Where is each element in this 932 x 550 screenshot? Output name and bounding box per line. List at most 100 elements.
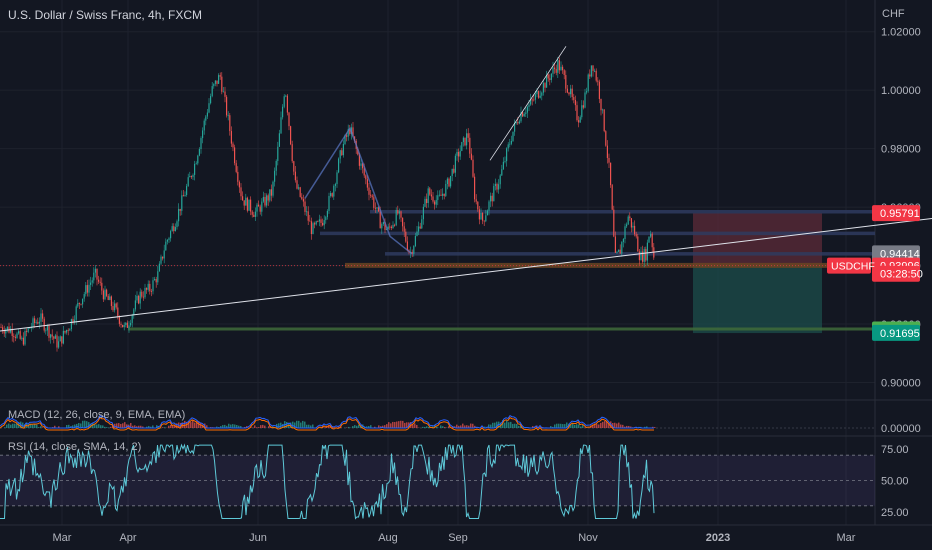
candle-body [563, 70, 565, 76]
macd-bar [352, 426, 354, 428]
macd-bar [130, 422, 132, 428]
candle-body [630, 218, 632, 228]
candle-body [598, 81, 600, 99]
support-resistance-zone [320, 231, 875, 236]
candle-body [346, 135, 348, 137]
candle-body [32, 318, 34, 327]
candle-body [339, 150, 341, 159]
candle-body [88, 284, 90, 293]
candle-body [306, 211, 308, 213]
candle-body [78, 302, 80, 304]
candle-body [157, 271, 159, 283]
candle-body [344, 135, 346, 144]
candle-body [368, 187, 370, 195]
macd-bar [424, 426, 426, 428]
macd-bar [246, 426, 248, 428]
candle-body [246, 197, 248, 211]
candle-body [374, 207, 376, 209]
candle-body [62, 330, 64, 344]
candle-body [576, 105, 578, 121]
candle-body [357, 148, 359, 155]
macd-bar [302, 420, 304, 428]
macd-bar [506, 420, 508, 428]
candle-body [440, 194, 442, 196]
candle-body [46, 325, 48, 331]
macd-bar [612, 423, 614, 428]
candle-body [347, 129, 349, 137]
macd-bar [4, 427, 6, 428]
candle-body [229, 115, 231, 132]
candle-body [493, 186, 495, 202]
candle-body [474, 176, 476, 200]
candle-body [558, 60, 560, 71]
macd-bar [380, 426, 382, 428]
macd-bar [624, 426, 626, 428]
candle-body [320, 219, 322, 223]
candle-body [616, 251, 618, 253]
candle-body [566, 88, 568, 93]
macd-bar [28, 424, 30, 428]
candle-body [643, 249, 645, 262]
candle-body [35, 322, 37, 323]
y-tick-label: 1.02000 [881, 27, 921, 39]
candle-body [632, 225, 634, 228]
macd-tick-label: 0.00000 [881, 423, 921, 435]
candle-body [117, 307, 119, 317]
macd-bar [572, 423, 574, 428]
candle-body [475, 199, 477, 202]
macd-bar [340, 426, 342, 428]
macd-bar [614, 422, 616, 428]
candle-body [275, 160, 277, 171]
candle-body [82, 298, 84, 305]
macd-bar [120, 424, 122, 428]
candle-body [272, 181, 274, 196]
macd-bar [328, 425, 330, 428]
macd-bar [164, 427, 166, 428]
candle-body [58, 341, 60, 348]
candle-body [490, 195, 492, 202]
candle-body [261, 201, 263, 212]
macd-bar [386, 424, 388, 428]
macd-bar [82, 420, 84, 428]
candle-body [424, 198, 426, 207]
candle-body [245, 197, 247, 206]
symbol-tag [827, 257, 871, 274]
candle-body [202, 130, 204, 139]
candle-body [603, 109, 605, 132]
candle-body [77, 302, 79, 307]
macd-bar [630, 426, 632, 428]
candle-body [13, 335, 15, 337]
candle-body [102, 290, 104, 300]
candle-body [336, 172, 338, 185]
candle-body [579, 117, 581, 123]
candle-body [338, 158, 340, 173]
macd-bar [502, 420, 504, 428]
macd-bar [226, 425, 228, 428]
candle-body [198, 149, 200, 156]
candle-body [45, 330, 47, 332]
macd-bar [116, 423, 118, 428]
candle-body [98, 279, 100, 282]
macd-bar [40, 426, 42, 428]
candle-body [50, 334, 52, 338]
macd-bar [76, 423, 78, 428]
macd-bar [398, 421, 400, 428]
candle-body [466, 133, 468, 146]
rsi-tick-label: 25.00 [881, 507, 909, 519]
candle-body [179, 208, 181, 211]
macd-bar [86, 421, 88, 428]
candle-body [150, 291, 152, 293]
candle-body [416, 231, 418, 237]
macd-bar [460, 425, 462, 428]
candle-body [234, 147, 236, 164]
macd-bar [510, 421, 512, 428]
candle-body [214, 80, 216, 84]
candle-body [230, 131, 232, 144]
x-tick-label: 2023 [706, 532, 730, 544]
candle-body [110, 296, 112, 307]
candle-body [605, 131, 607, 146]
candle-body [166, 239, 168, 242]
candle-body [421, 219, 423, 229]
candle-body [94, 268, 96, 273]
